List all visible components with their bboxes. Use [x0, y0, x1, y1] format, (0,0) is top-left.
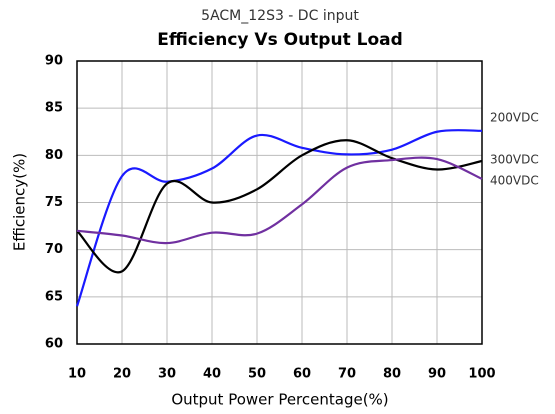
series-label: 300VDC — [490, 153, 539, 167]
x-tick-label: 50 — [248, 367, 266, 382]
x-tick-label: 60 — [293, 367, 311, 382]
series-line — [76, 139, 483, 274]
series-line — [76, 156, 483, 245]
x-tick-label: 80 — [383, 367, 401, 382]
y-tick-label: 70 — [45, 242, 63, 257]
y-axis-title: Efficiency(%) — [11, 153, 29, 251]
series-label: 400VDC — [490, 174, 539, 188]
y-tick-label: 75 — [45, 195, 63, 210]
series-line — [75, 129, 483, 307]
x-tick-label: 70 — [338, 367, 356, 382]
y-tick-label: 65 — [45, 289, 63, 304]
chart-subtitle: 5ACM_12S3 - DC input — [201, 8, 359, 24]
y-tick-label: 60 — [45, 337, 63, 352]
y-tick-label: 85 — [45, 101, 63, 116]
chart-title: Efficiency Vs Output Load — [157, 30, 403, 50]
x-tick-label: 30 — [158, 367, 176, 382]
plot-frame — [76, 60, 483, 345]
y-tick-label: 90 — [45, 54, 63, 69]
x-tick-label: 100 — [468, 367, 495, 382]
x-tick-label: 10 — [68, 367, 86, 382]
x-tick-label: 90 — [428, 367, 446, 382]
x-axis-title: Output Power Percentage(%) — [171, 391, 388, 409]
x-tick-label: 40 — [203, 367, 221, 382]
x-tick-label: 20 — [113, 367, 131, 382]
series-label: 200VDC — [490, 111, 539, 125]
y-tick-label: 80 — [45, 148, 63, 163]
